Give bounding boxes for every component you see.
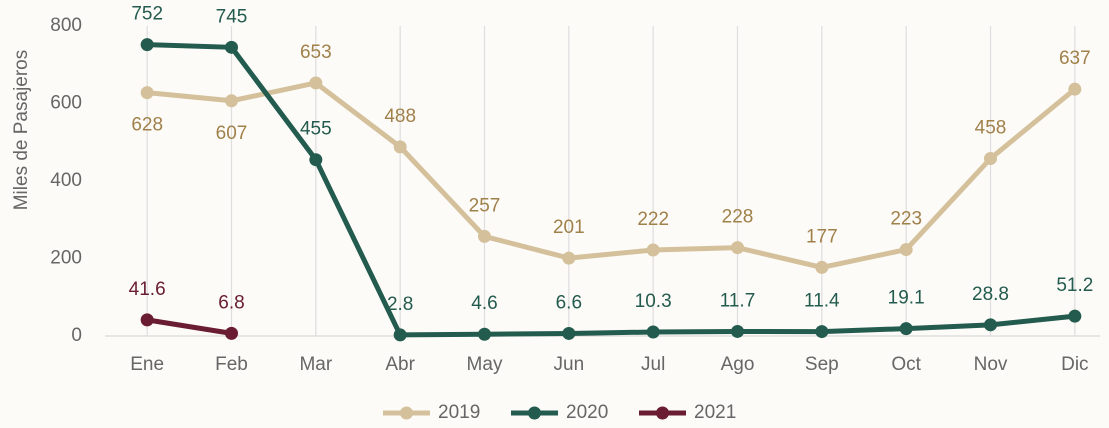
point — [984, 318, 997, 331]
data-label: 51.2 — [1056, 275, 1093, 296]
data-label: 257 — [469, 195, 501, 216]
data-label: 201 — [553, 217, 585, 238]
y-axis-title: Miles de Pasajeros — [11, 50, 32, 211]
x-tick-label: Feb — [215, 354, 248, 375]
x-tick-label: Sep — [805, 354, 839, 375]
data-label: 222 — [637, 209, 669, 230]
y-tick-label: 800 — [50, 15, 82, 36]
data-label: 455 — [300, 119, 332, 140]
legend-marker — [528, 407, 541, 420]
data-label: 752 — [131, 4, 163, 25]
data-label: 41.6 — [129, 279, 166, 300]
data-label: 458 — [975, 118, 1007, 139]
data-label: 607 — [216, 123, 248, 144]
x-tick-label: Jul — [641, 354, 665, 375]
legend-label: 2020 — [566, 402, 608, 423]
x-tick-label: Mar — [299, 354, 332, 375]
point — [394, 140, 407, 153]
data-label: 11.7 — [720, 290, 756, 311]
data-label: 10.3 — [635, 291, 672, 312]
data-label: 19.1 — [888, 288, 925, 309]
y-tick-label: 200 — [50, 248, 82, 269]
point — [141, 38, 154, 51]
point — [731, 241, 744, 254]
legend-marker — [400, 407, 413, 420]
point — [1068, 310, 1081, 323]
data-label: 653 — [300, 42, 332, 63]
point — [309, 153, 322, 166]
point — [225, 327, 238, 340]
data-label: 2.8 — [387, 294, 413, 315]
legend-label: 2021 — [694, 402, 736, 423]
point — [984, 152, 997, 165]
point — [815, 325, 828, 338]
point — [815, 261, 828, 274]
data-label: 4.6 — [471, 293, 497, 314]
data-label: 6.8 — [218, 292, 244, 313]
data-label: 488 — [384, 106, 416, 127]
point — [309, 76, 322, 89]
point — [141, 313, 154, 326]
y-tick-label: 600 — [50, 93, 82, 114]
point — [900, 322, 913, 335]
x-tick-label: May — [467, 354, 503, 375]
chart: Miles de Pasajeros 0 200 400 600 800 Ene Feb Ma… — [0, 0, 1109, 428]
series-line — [147, 83, 1075, 267]
data-label: 745 — [216, 6, 248, 27]
point — [562, 327, 575, 340]
point — [1068, 83, 1081, 96]
point — [394, 328, 407, 341]
point — [478, 328, 491, 341]
legend-marker — [656, 407, 669, 420]
data-label: 6.6 — [556, 292, 582, 313]
y-tick-label: 400 — [50, 170, 82, 191]
x-tick-label: Ene — [130, 354, 164, 375]
data-label: 28.8 — [972, 284, 1009, 305]
x-tick-label: Oct — [891, 354, 921, 375]
point — [478, 230, 491, 243]
x-tick-label: Dic — [1061, 354, 1088, 375]
data-label: 177 — [806, 226, 838, 247]
legend-label: 2019 — [438, 402, 480, 423]
point — [647, 243, 660, 256]
x-tick-label: Nov — [974, 354, 1008, 375]
point — [141, 86, 154, 99]
x-tick-label: Ago — [721, 354, 755, 375]
data-label: 628 — [131, 115, 163, 136]
data-label: 223 — [890, 209, 922, 230]
data-label: 11.4 — [804, 291, 840, 312]
point — [225, 94, 238, 107]
point — [900, 243, 913, 256]
point — [225, 41, 238, 54]
point — [647, 326, 660, 339]
point — [731, 325, 744, 338]
series-line — [147, 320, 231, 333]
data-label: 637 — [1059, 48, 1091, 69]
data-label: 228 — [722, 207, 754, 228]
x-tick-label: Jun — [554, 354, 585, 375]
x-tick-label: Abr — [385, 354, 415, 375]
y-tick-label: 0 — [71, 325, 82, 346]
point — [562, 252, 575, 265]
page: {"chart_data": {"type": "line", "y_label… — [0, 0, 1109, 428]
